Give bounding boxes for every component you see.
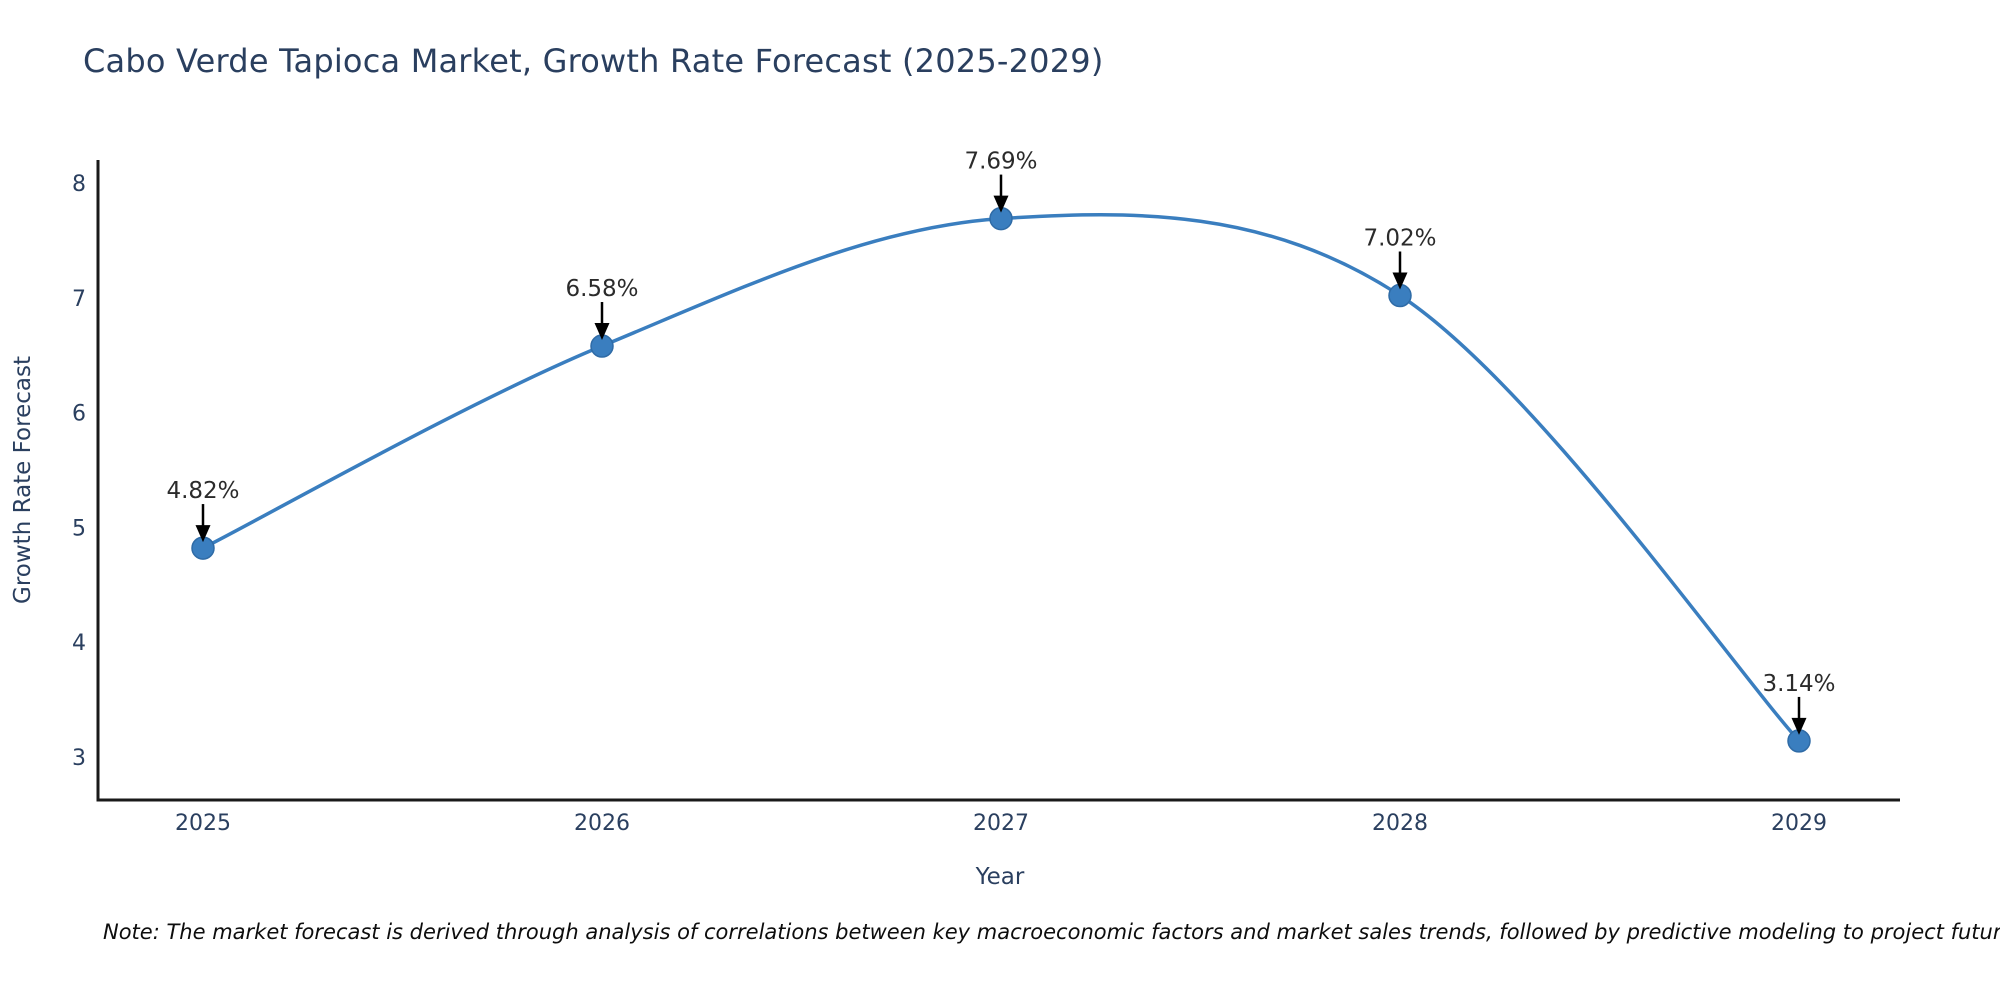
forecast-line [201,213,1801,743]
point-value-label: 7.69% [964,149,1037,175]
x-tick-label: 2026 [574,811,630,836]
x-axis-title: Year [975,864,1025,890]
y-tick-label: 7 [72,287,86,312]
axis-spines [96,160,1900,802]
annotation-arrowhead-icon [195,525,211,543]
annotation-arrowhead-icon [993,195,1009,213]
axes-layer [96,160,1900,802]
line-series-layer [191,206,1811,753]
y-tick-label: 4 [72,631,86,656]
y-tick-label: 8 [72,172,86,197]
x-tick-label: 2028 [1372,811,1428,836]
x-tick-label: 2027 [973,811,1029,836]
y-tick-label: 3 [72,746,86,771]
point-value-label: 6.58% [565,276,638,302]
chart-title: Cabo Verde Tapioca Market, Growth Rate F… [83,42,1104,80]
y-tick-label: 5 [72,516,86,541]
footnote: Note: The market forecast is derived thr… [103,920,2000,944]
annotation-arrowhead-icon [1392,272,1408,290]
point-value-label: 3.14% [1762,671,1835,697]
point-value-label: 4.82% [166,478,239,504]
x-tick-label: 2025 [175,811,231,836]
x-tick-label: 2029 [1771,811,1827,836]
point-value-label: 7.02% [1363,226,1436,252]
annotation-arrowhead-icon [594,323,610,341]
y-axis-title: Growth Rate Forecast [10,356,36,604]
ticks-layer: 2025 2026 2027 2028 2029 8 7 6 5 4 3 [72,172,1827,836]
annotation-arrowhead-icon [1791,717,1807,735]
y-tick-label: 6 [72,402,86,427]
annotation-layer: 4.82% 6.58% 7.69% 7.02% 3.14% [166,149,1836,735]
